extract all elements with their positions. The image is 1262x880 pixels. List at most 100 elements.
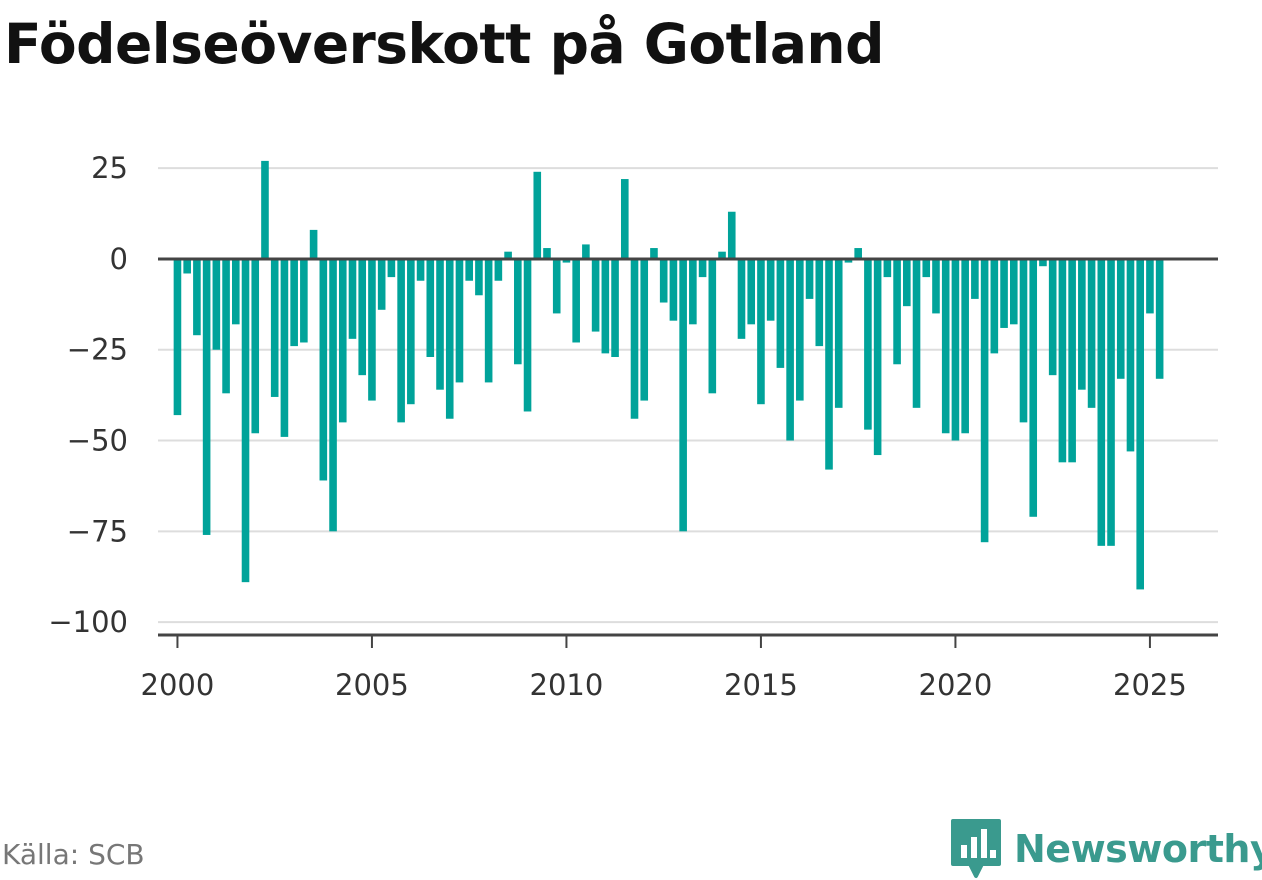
bar <box>786 258 794 441</box>
x-tick-label: 2005 <box>335 668 409 702</box>
bar <box>659 258 668 303</box>
bar <box>630 258 639 419</box>
bar <box>727 211 736 259</box>
bar <box>397 258 405 423</box>
bar <box>426 258 435 357</box>
bar <box>737 258 746 339</box>
x-axis-labels: 2000 2005 2010 2015 2020 2025 <box>141 668 1187 702</box>
bar <box>990 258 999 354</box>
bar <box>232 258 240 325</box>
bar <box>582 244 590 259</box>
bar <box>1087 258 1096 408</box>
bar <box>280 258 289 437</box>
bar <box>1107 258 1115 546</box>
bar <box>971 258 979 299</box>
bar <box>1155 258 1164 379</box>
y-tick-label: −75 <box>67 514 128 548</box>
bar <box>805 258 814 299</box>
bar <box>873 258 882 456</box>
bar <box>708 258 717 394</box>
bar <box>1058 258 1067 463</box>
bar <box>300 258 308 343</box>
axes <box>158 257 1218 648</box>
bar <box>1097 258 1106 546</box>
bar <box>834 258 843 408</box>
bar <box>844 258 853 263</box>
bar <box>1000 258 1008 328</box>
bar <box>329 258 337 532</box>
bar <box>1048 258 1057 376</box>
y-tick-label: 0 <box>110 242 128 276</box>
bar <box>883 258 892 278</box>
bar <box>796 258 804 401</box>
bar <box>309 229 318 259</box>
bar <box>669 258 678 321</box>
bar <box>241 258 250 583</box>
bar <box>319 258 328 481</box>
bar <box>854 248 862 259</box>
bar <box>183 258 191 274</box>
bar <box>572 258 580 343</box>
bar <box>222 258 230 394</box>
bar <box>523 258 532 412</box>
source-note: Källa: SCB <box>2 838 145 871</box>
bar <box>504 251 512 259</box>
bar <box>1078 258 1086 390</box>
bar <box>533 171 542 259</box>
bar <box>611 258 619 357</box>
bar <box>212 258 221 350</box>
bar <box>1116 258 1125 379</box>
bar <box>766 258 775 321</box>
chart-title: Födelseöverskott på Gotland <box>4 12 884 76</box>
bar <box>552 258 561 314</box>
bar <box>757 258 765 405</box>
bar <box>893 258 901 365</box>
y-tick-label: −25 <box>67 333 128 367</box>
bar <box>348 258 357 339</box>
bar <box>465 258 473 281</box>
bar <box>338 258 347 423</box>
y-tick-label: 25 <box>91 151 128 185</box>
bar <box>1146 258 1154 314</box>
x-tick-label: 2015 <box>724 668 798 702</box>
bar <box>261 160 269 259</box>
bar <box>620 179 629 259</box>
bar <box>689 258 697 325</box>
bar <box>1019 258 1028 423</box>
bar <box>679 258 687 532</box>
bar <box>601 258 610 354</box>
bar <box>1126 258 1135 452</box>
x-tick-label: 2025 <box>1113 668 1187 702</box>
bar <box>455 258 464 383</box>
bar <box>445 258 454 419</box>
bar <box>484 258 493 383</box>
x-tick-label: 2010 <box>530 668 604 702</box>
bar <box>903 258 911 307</box>
bar <box>650 248 658 259</box>
bar <box>591 258 600 332</box>
bar <box>475 258 483 296</box>
bar <box>698 258 707 278</box>
x-tick-label: 2020 <box>919 668 993 702</box>
bar <box>416 258 425 281</box>
bar <box>494 258 503 281</box>
bar <box>543 248 551 259</box>
bar <box>922 258 931 278</box>
bar <box>941 258 950 434</box>
bar <box>1039 258 1047 267</box>
bar <box>815 258 824 347</box>
bar <box>173 258 182 416</box>
x-tick-label: 2000 <box>141 668 215 702</box>
bar <box>961 258 969 434</box>
bar <box>825 258 833 470</box>
bar <box>640 258 649 401</box>
y-axis-labels: 25 0 −25 −50 −75 −100 <box>48 151 128 639</box>
bar <box>270 258 279 397</box>
bar <box>377 258 386 310</box>
bar <box>912 258 921 408</box>
bar <box>358 258 367 376</box>
bar <box>193 258 201 336</box>
y-tick-label: −100 <box>48 605 128 639</box>
bar <box>436 258 444 390</box>
